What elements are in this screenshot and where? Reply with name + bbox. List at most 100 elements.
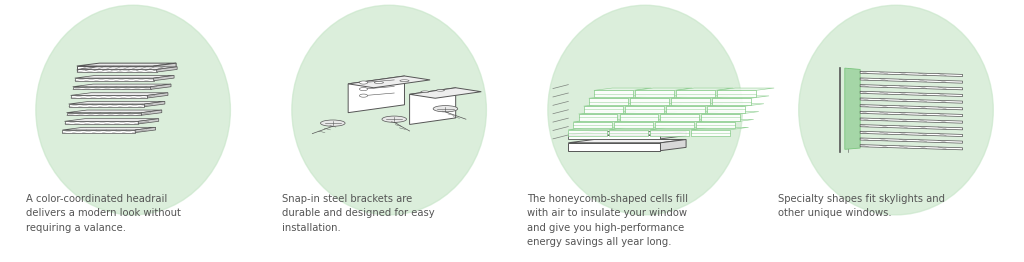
Polygon shape xyxy=(696,119,754,122)
Polygon shape xyxy=(860,118,963,123)
Ellipse shape xyxy=(436,90,444,91)
Polygon shape xyxy=(691,127,749,130)
Polygon shape xyxy=(73,84,171,87)
Polygon shape xyxy=(650,130,689,136)
Polygon shape xyxy=(655,122,694,128)
Polygon shape xyxy=(660,114,699,121)
Polygon shape xyxy=(410,88,456,124)
Polygon shape xyxy=(635,90,674,97)
Ellipse shape xyxy=(399,80,410,82)
Polygon shape xyxy=(666,106,705,113)
Polygon shape xyxy=(568,135,660,139)
Polygon shape xyxy=(147,93,168,98)
Circle shape xyxy=(382,116,407,122)
Polygon shape xyxy=(77,69,157,72)
Polygon shape xyxy=(589,96,646,98)
Polygon shape xyxy=(151,84,171,89)
Polygon shape xyxy=(845,68,860,149)
Polygon shape xyxy=(691,130,730,136)
Polygon shape xyxy=(655,119,713,122)
Polygon shape xyxy=(676,90,715,97)
Polygon shape xyxy=(62,127,156,130)
Polygon shape xyxy=(860,125,963,130)
Text: Specialty shapes fit skylights and
other unique windows.: Specialty shapes fit skylights and other… xyxy=(778,194,945,218)
Polygon shape xyxy=(157,67,177,72)
Text: Snap-in steel brackets are
durable and designed for easy
installation.: Snap-in steel brackets are durable and d… xyxy=(282,194,434,233)
Polygon shape xyxy=(625,104,682,106)
Polygon shape xyxy=(154,75,174,81)
Polygon shape xyxy=(625,106,664,113)
Polygon shape xyxy=(614,122,653,128)
Circle shape xyxy=(433,106,458,112)
Polygon shape xyxy=(77,67,177,69)
Polygon shape xyxy=(860,71,963,77)
Polygon shape xyxy=(568,127,626,130)
Polygon shape xyxy=(860,105,963,110)
Polygon shape xyxy=(707,106,745,113)
Polygon shape xyxy=(573,119,631,122)
Polygon shape xyxy=(65,121,138,124)
Polygon shape xyxy=(614,119,672,122)
Polygon shape xyxy=(71,93,168,95)
Polygon shape xyxy=(712,98,751,105)
Polygon shape xyxy=(860,78,963,83)
Polygon shape xyxy=(77,63,176,66)
Polygon shape xyxy=(568,139,686,143)
Polygon shape xyxy=(410,88,481,98)
Polygon shape xyxy=(717,90,756,97)
Text: The honeycomb-shaped cells fill
with air to insulate your window
and give you hi: The honeycomb-shaped cells fill with air… xyxy=(527,194,688,247)
Polygon shape xyxy=(676,88,733,90)
Polygon shape xyxy=(65,119,159,121)
Polygon shape xyxy=(630,98,669,105)
Polygon shape xyxy=(712,96,769,98)
Polygon shape xyxy=(568,132,686,135)
Polygon shape xyxy=(860,145,963,150)
Polygon shape xyxy=(75,78,154,81)
Polygon shape xyxy=(589,98,628,105)
Polygon shape xyxy=(69,104,144,107)
Polygon shape xyxy=(573,122,612,128)
Polygon shape xyxy=(860,111,963,117)
Polygon shape xyxy=(348,76,404,113)
Polygon shape xyxy=(568,143,660,151)
Polygon shape xyxy=(860,91,963,96)
Polygon shape xyxy=(660,139,686,151)
Ellipse shape xyxy=(421,91,429,92)
Ellipse shape xyxy=(548,5,742,215)
Polygon shape xyxy=(154,63,176,71)
Polygon shape xyxy=(666,104,723,106)
Polygon shape xyxy=(73,87,151,89)
Polygon shape xyxy=(701,114,740,121)
Polygon shape xyxy=(707,104,764,106)
Polygon shape xyxy=(860,131,963,137)
Polygon shape xyxy=(75,75,174,78)
Polygon shape xyxy=(62,130,135,133)
Polygon shape xyxy=(860,98,963,103)
Ellipse shape xyxy=(359,81,368,84)
Polygon shape xyxy=(696,122,735,128)
Polygon shape xyxy=(660,112,718,114)
Polygon shape xyxy=(630,96,687,98)
Ellipse shape xyxy=(359,88,368,91)
Polygon shape xyxy=(71,95,147,98)
Polygon shape xyxy=(77,66,154,71)
Polygon shape xyxy=(69,101,165,104)
Polygon shape xyxy=(609,130,648,136)
Polygon shape xyxy=(138,119,159,124)
Polygon shape xyxy=(584,106,623,113)
Polygon shape xyxy=(568,130,607,136)
Polygon shape xyxy=(141,110,162,115)
Polygon shape xyxy=(620,112,677,114)
Polygon shape xyxy=(660,132,686,139)
Polygon shape xyxy=(579,114,617,121)
Text: A color-coordinated headrail
delivers a modern look without
requiring a valance.: A color-coordinated headrail delivers a … xyxy=(26,194,180,233)
Ellipse shape xyxy=(359,94,368,97)
Polygon shape xyxy=(348,76,430,88)
Polygon shape xyxy=(67,110,162,113)
Polygon shape xyxy=(860,85,963,90)
Polygon shape xyxy=(671,96,728,98)
Polygon shape xyxy=(594,88,651,90)
Polygon shape xyxy=(584,104,641,106)
Polygon shape xyxy=(671,98,710,105)
Polygon shape xyxy=(701,112,759,114)
